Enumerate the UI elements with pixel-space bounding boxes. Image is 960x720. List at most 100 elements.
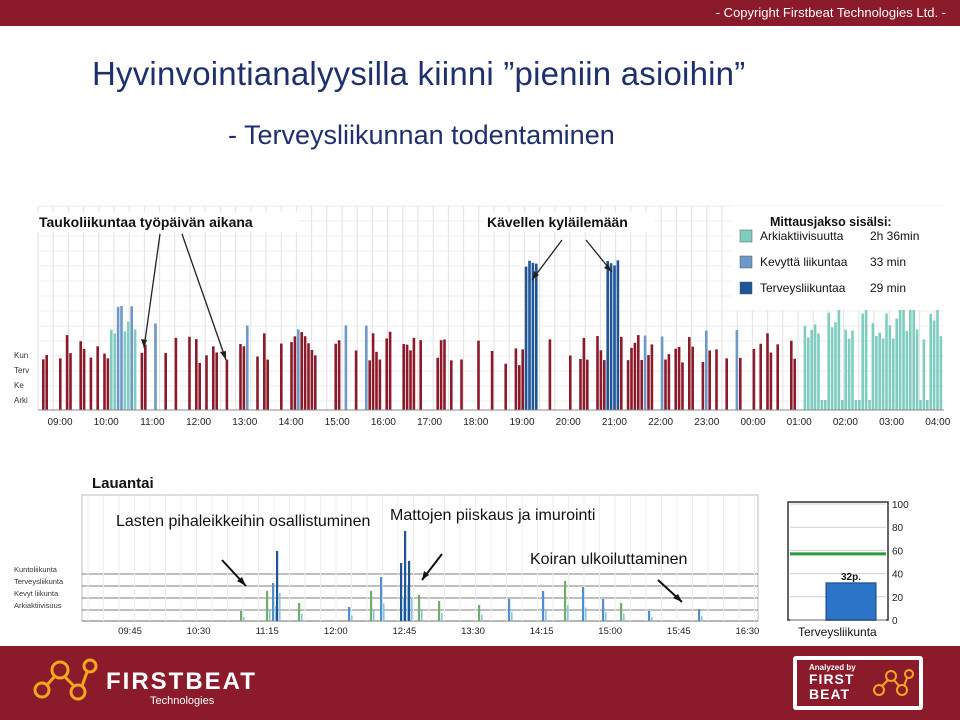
activity-bar	[242, 346, 246, 410]
activity-bar	[708, 350, 711, 410]
activity-bar	[174, 337, 178, 410]
footer-logo-text: FIRSTBEAT	[106, 668, 257, 695]
activity-bar	[705, 330, 708, 410]
activity-bar	[365, 325, 368, 410]
activity-bar	[769, 352, 773, 410]
activity-spike	[348, 607, 351, 621]
annotation-koiran: Koiran ulkoiluttaminen	[530, 551, 687, 568]
activity-spike	[648, 611, 651, 621]
activity-bar	[103, 353, 106, 410]
legend-value: 33 min	[870, 255, 906, 269]
x-tick-label: 10:30	[187, 626, 211, 637]
activity-spike	[651, 617, 653, 621]
activity-bar	[385, 338, 388, 410]
activity-bar	[514, 348, 518, 410]
activity-bar	[337, 340, 341, 410]
x-tick-label: 12:45	[393, 626, 417, 637]
activity-bar	[65, 335, 69, 410]
badge-line2: BEAT	[809, 686, 851, 702]
score-category-label: Terveysliikunta	[798, 625, 877, 639]
activity-bar	[59, 358, 62, 410]
arrow-line	[143, 233, 161, 349]
activity-bar	[926, 400, 929, 410]
activity-bar	[225, 359, 229, 410]
activity-spike	[698, 609, 701, 621]
activity-bar	[212, 346, 215, 410]
activity-spike	[351, 615, 353, 621]
activity-bar	[688, 337, 691, 410]
activity-bar	[256, 356, 259, 410]
activity-bar	[531, 262, 535, 410]
x-tick-label: 13:30	[461, 626, 485, 637]
activity-bar	[922, 339, 926, 410]
activity-bar	[637, 335, 640, 410]
activity-spike	[438, 601, 441, 621]
activity-bar	[620, 336, 623, 410]
activity-spike	[602, 599, 605, 621]
activity-bar	[307, 343, 310, 410]
activity-spike	[272, 583, 275, 621]
activity-bar	[293, 336, 297, 410]
arrow-head	[422, 571, 429, 580]
annotation-taukoliikunta: Taukoliikuntaa työpäivän aikana	[39, 214, 253, 230]
activity-bar	[820, 400, 824, 410]
y-tick-label: 60	[892, 546, 904, 557]
x-tick-label: 16:30	[736, 626, 760, 637]
activity-bar	[334, 343, 337, 410]
activity-bar	[518, 365, 521, 410]
activity-bar	[939, 336, 943, 410]
activity-bar	[609, 263, 613, 410]
activity-bar	[701, 361, 705, 410]
x-tick-label: 14:00	[278, 417, 303, 428]
activity-bar	[215, 352, 218, 410]
activity-bar	[912, 309, 915, 410]
x-ticks: 09:00 10:00 11:00 12:00 13:00 14:00 15:00 16:00…	[47, 417, 950, 428]
activity-bar	[96, 346, 99, 410]
activity-bar	[851, 330, 854, 410]
activity-bar	[45, 354, 48, 410]
activity-bar	[881, 338, 885, 410]
top-bar: - Copyright Firstbeat Technologies Ltd. …	[0, 0, 960, 26]
saturday-activity-chart: Lauantai Kuntoliikunta Terveysliikunta Kev…	[14, 475, 760, 637]
activity-bar	[116, 306, 120, 410]
activity-bar	[133, 329, 137, 410]
activity-bar	[368, 360, 371, 410]
activity-bar	[266, 359, 269, 410]
activity-bar	[402, 344, 405, 410]
y-labels: Kuntoliikunta Terveysliikunta Kevyt liikun…	[14, 565, 64, 610]
activity-bar	[633, 342, 637, 410]
activity-spike	[403, 597, 405, 621]
y-label: Kuntoliikunta	[14, 565, 58, 574]
x-tick-label: 13:00	[232, 417, 257, 428]
activity-bar	[735, 330, 739, 410]
x-tick-label: 03:00	[879, 417, 904, 428]
legend-box	[732, 206, 944, 310]
annotation-kavellen: Kävellen kyläilemään	[487, 214, 628, 230]
activity-bar	[205, 355, 208, 410]
activity-bar	[813, 324, 817, 410]
activity-bar	[650, 344, 654, 410]
activity-bar	[521, 349, 524, 410]
y-tick-label: 80	[892, 523, 904, 534]
activity-bar	[793, 358, 796, 410]
activity-bar	[412, 337, 416, 410]
annotation-bg	[484, 212, 654, 232]
activity-bar	[854, 400, 858, 410]
activity-bar	[443, 339, 446, 410]
daily-activity-chart: Kun Terv Ke Arki 09:00 10:00 11:00 12:00 13:00 1…	[14, 205, 951, 428]
legend-value: 2h 36min	[870, 229, 919, 243]
activity-bar	[827, 312, 830, 410]
legend: Mittausjakso sisälsi: Arkiaktiivisuutta 2…	[732, 206, 944, 310]
arrow-head	[141, 339, 147, 348]
y-label: Ke	[14, 381, 24, 390]
activity-bar	[759, 343, 762, 410]
x-tick-label: 10:00	[94, 417, 119, 428]
badge-small-text: Analyzed by	[809, 663, 856, 672]
activity-spike	[408, 561, 411, 621]
y-tick-label: 0	[892, 616, 898, 627]
x-tick-label: 09:45	[118, 626, 142, 637]
activity-bar	[830, 327, 834, 410]
activity-bar	[188, 336, 191, 410]
firstbeat-logo-icon	[33, 658, 98, 701]
x-tick-label: 15:45	[667, 626, 691, 637]
